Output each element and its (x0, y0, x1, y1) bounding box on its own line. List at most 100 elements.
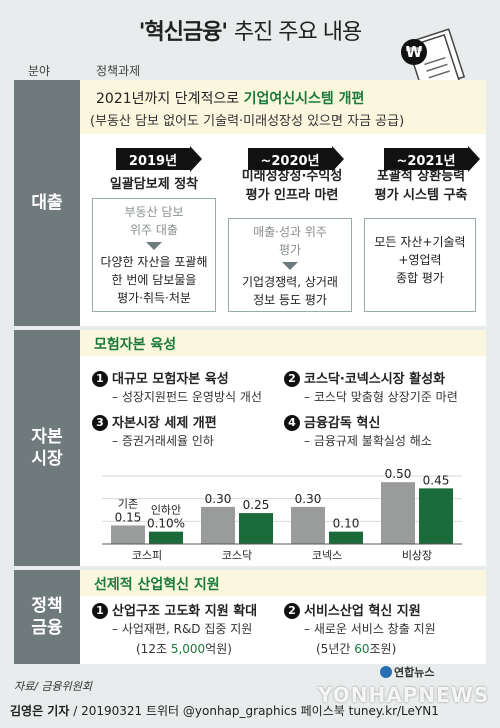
chart-data-label: 0.45 (423, 473, 450, 487)
stage-after-line: 종합 평가 (396, 271, 444, 285)
policy-item-sub: – 새로운 서비스 창출 지원 (304, 622, 436, 636)
stage-after-line: 기업경쟁력, 상거래 (242, 275, 338, 289)
item-title-text: 자본시장 세제 개편 (112, 416, 217, 431)
stage-title: 미래성장성·수익성 평가 인프라 마련 (228, 168, 356, 206)
capital-item-title: 1 대규모 모험자본 육성 (92, 368, 229, 387)
stage-after-line: 한 번에 담보물을 (111, 273, 197, 287)
title-quoted: '혁신금융' (138, 20, 228, 45)
section-label-text: 자본 (31, 426, 63, 447)
item-title-text: 코스닥·코넥스시장 활성화 (304, 372, 446, 387)
stage-title: 일괄담보제 정착 (94, 176, 214, 195)
stage-after-line: 다양한 자산을 포괄해 (100, 255, 208, 269)
item-number-badge: 2 (284, 371, 300, 387)
note-pre: (5년간 (316, 642, 355, 656)
chart-bar (201, 506, 235, 544)
item-title-text: 서비스산업 혁신 지원 (304, 604, 421, 619)
section-panel-capital-market (80, 330, 486, 566)
capital-item-sub: – 성장지원펀드 운영방식 개선 (112, 390, 262, 404)
capital-item-title: 2 코스닥·코넥스시장 활성화 (284, 368, 445, 387)
section-label-text: 대출 (31, 192, 63, 213)
column-header-task: 정책과제 (96, 64, 141, 78)
chart-data-label: 0.30 (295, 492, 322, 506)
chart-data-label: 0.10% (147, 517, 185, 531)
item-title-text: 산업구조 고도화 지원 확대 (112, 604, 258, 619)
loan-summary-line1: 2021년까지 단계적으로 기업여신시스템 개편 (96, 88, 364, 108)
chart-data-label: 0.50 (385, 467, 412, 481)
item-number-badge: 4 (284, 415, 300, 431)
chart-category-label: 코넥스 (312, 549, 342, 562)
stage-year-tag: ~2021년 (384, 146, 480, 172)
item-number-badge: 2 (284, 603, 300, 619)
chart-bar (111, 525, 145, 544)
stage-after-line: +영업력 (398, 253, 442, 267)
item-title-text: 금융감독 혁신 (304, 416, 381, 431)
policy-heading-band (80, 570, 486, 596)
down-arrow-icon (282, 262, 298, 270)
chart-series-label: 기존 (118, 497, 138, 510)
watermark: YONHAPNEWS (318, 683, 490, 707)
loan-summary-line2: (부동산 담보 없어도 기술력·미래성장성 있으면 자금 공급) (90, 114, 405, 129)
stage-before-line: 평가 (278, 243, 302, 257)
item-title-text: 대규모 모험자본 육성 (112, 372, 229, 387)
item-number-badge: 1 (92, 603, 108, 619)
brand-name: 연합뉴스 (394, 666, 435, 679)
chart-data-label: 0.25 (243, 498, 270, 512)
chart-category-label: 코스닥 (222, 549, 252, 562)
stage-title-line: 일괄담보제 정착 (109, 177, 199, 192)
down-arrow-icon (146, 242, 162, 250)
stage-year-tag: 2019년 (116, 146, 202, 172)
securities-tax-chart: 0.15 0.10% 코스피 0.30 0.25 코스닥 0.30 0.10 코넥스 0.50 0.… (102, 467, 462, 562)
won-document-icon: ₩ (401, 28, 466, 96)
policy-item-note: (5년간 60조원) (316, 640, 396, 657)
capital-item-sub: – 증권거래세율 인하 (112, 434, 214, 448)
capital-item-title: 3 자본시장 세제 개편 (92, 412, 217, 431)
loan-summary-band (80, 80, 486, 134)
note-pre: (12조 (136, 642, 171, 656)
chart-data-label: 0.30 (205, 492, 232, 506)
chart-bar (329, 531, 363, 544)
chart-bar (149, 531, 183, 544)
item-number-badge: 3 (92, 415, 108, 431)
chart-series-label: 인하안 (151, 503, 181, 517)
stage-title-line: 평가 인프라 마련 (245, 187, 339, 203)
stage-detail-box: 모든 자산+기술력 +영업력 종합 평가 (364, 218, 476, 312)
stage-after-line: 평가·취득·처분 (117, 291, 191, 305)
stage-title-line: 평가 시스템 구축 (374, 187, 468, 203)
policy-item-note: (12조 5,000억원) (136, 640, 232, 657)
svg-text:₩: ₩ (406, 43, 423, 61)
brand-logo: 연합뉴스 (380, 664, 434, 680)
source-note: 자료/ 금융위원회 (14, 680, 93, 693)
capital-item-sub: – 코스닥 맞춤형 상장기준 마련 (304, 390, 458, 404)
chart-bar (419, 488, 453, 544)
chart-data-label: 0.15 (115, 510, 142, 524)
policy-item-title: 2 서비스산업 혁신 지원 (284, 600, 421, 619)
credit-line: 김영은 기자 / 20190321 트위터 @yonhap_graphics 페… (10, 702, 439, 719)
stage-detail-box: 매출·성과 위주 평가 기업경쟁력, 상거래 정보 등도 평가 (228, 218, 352, 312)
chart-category-label: 코스피 (132, 549, 162, 562)
chart-data-label: 0.10 (333, 517, 360, 531)
chart-bar (291, 506, 325, 544)
page-title: '혁신금융' 추진 주요 내용 (0, 14, 500, 46)
stage-after-line: 정보 등도 평가 (253, 293, 327, 307)
capital-heading-band (80, 330, 486, 356)
policy-item-sub: – 사업재편, R&D 집중 지원 (112, 622, 253, 636)
stage-year-tag: ~2020년 (248, 146, 344, 172)
item-number-badge: 1 (92, 371, 108, 387)
column-header-area: 분야 (28, 64, 51, 78)
policy-item-title: 1 산업구조 고도화 지원 확대 (92, 600, 257, 619)
stage-title-line: 포괄적 상환능력 (376, 169, 466, 184)
stage-title-line: 미래성장성·수익성 (241, 169, 343, 184)
section-label-text: 시장 (31, 449, 63, 469)
author-name: 김영은 기자 (10, 704, 70, 718)
capital-item-sub: – 금융규제 불확실성 해소 (304, 434, 432, 448)
stage-before-line: 매출·성과 위주 (253, 225, 327, 239)
credit-details: / 20190321 트위터 @yonhap_graphics 페이스북 tun… (69, 704, 439, 718)
note-highlight: 5,000 (170, 642, 206, 656)
chart-category-label: 비상장 (402, 549, 432, 562)
note-post: 조원) (369, 642, 397, 656)
policy-heading: 선제적 산업혁신 지원 (94, 577, 220, 593)
stage-after-line: 모든 자산+기술력 (374, 235, 466, 249)
section-label-loan: 대출 (14, 80, 80, 326)
section-label-text: 금융 (31, 618, 63, 638)
capital-item-title: 4 금융감독 혁신 (284, 412, 380, 431)
